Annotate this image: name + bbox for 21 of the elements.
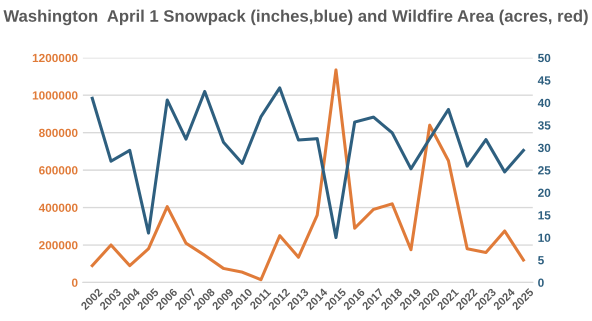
y2-tick-label: 25 [538,166,550,175]
y-tick-label: 400000 [38,204,78,212]
chart-title: Washington April 1 Snowpack (inches,blue) and Wildfire Area (acres, red) [3,10,588,26]
y-tick-label: 0 [72,278,78,287]
line-series [90,68,525,282]
y2-tick-label: 5 [538,256,544,264]
y2-tick-label: 50 [538,54,550,62]
y2-tick-label: 45 [538,76,550,85]
y2-tick-label: 10 [538,234,550,242]
y-tick-label: 1000000 [32,91,78,100]
y2-tick-label: 30 [538,144,550,152]
y2-tick-label: 0 [538,278,544,287]
line-series [90,86,525,240]
y-tick-label: 800000 [39,128,78,138]
y2-tick-label: 15 [538,211,550,220]
y-tick-label: 1200000 [32,54,78,62]
y-tick-label: 200000 [39,241,78,250]
y2-tick-label: 35 [538,121,550,130]
y2-tick-label: 40 [538,98,550,108]
y2-tick-label: 20 [538,188,550,197]
y-tick-label: 600000 [39,166,78,175]
